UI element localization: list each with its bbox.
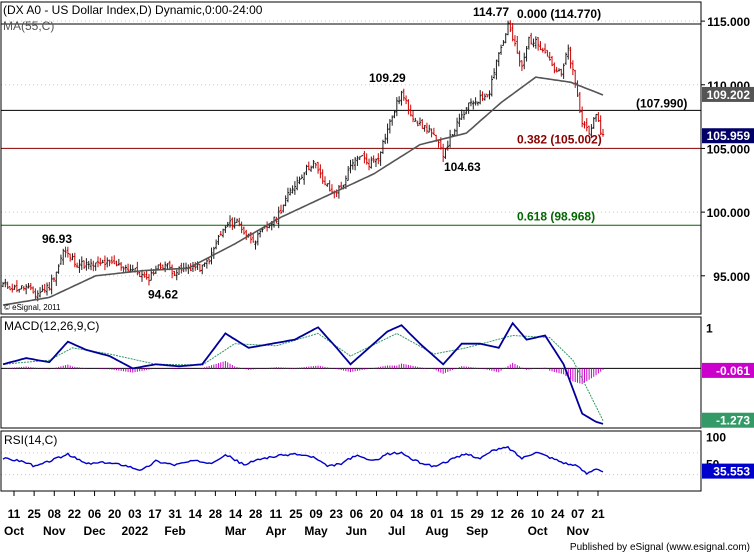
x-month-label: Aug — [425, 524, 448, 538]
x-day-label: 01 — [430, 507, 444, 521]
x-day-label: 14 — [189, 507, 203, 521]
x-day-label: 06 — [88, 507, 102, 521]
x-day-label: 29 — [470, 507, 484, 521]
x-month-label: Nov — [43, 524, 66, 538]
x-day-label: 10 — [531, 507, 545, 521]
x-day-label: 26 — [511, 507, 525, 521]
y-tick-label: 100.000 — [707, 206, 751, 220]
y-tick-label: 95.000 — [713, 270, 750, 284]
copyright: © eSignal, 2011 — [4, 303, 61, 312]
price-annotation: 96.93 — [42, 232, 72, 246]
macd-signal-last-value: -1.273 — [716, 414, 750, 428]
ma-last-value: 109.202 — [707, 88, 751, 102]
x-month-label: Jul — [388, 524, 405, 538]
x-day-label: 08 — [48, 507, 62, 521]
x-month-label: Mar — [225, 524, 247, 538]
x-day-label: 25 — [289, 507, 303, 521]
x-day-label: 17 — [148, 507, 162, 521]
x-day-label: 28 — [209, 507, 223, 521]
macd-signal-line — [2, 332, 604, 421]
level-label: 0.000 (114.770) — [517, 7, 601, 21]
x-month-label: May — [304, 524, 328, 538]
x-month-label: Feb — [164, 524, 185, 538]
price-last-value: 105.959 — [707, 129, 751, 143]
x-day-label: 28 — [249, 507, 263, 521]
macd-signal-last-box — [702, 412, 754, 428]
x-month-label: Nov — [567, 524, 590, 538]
x-month-label: Oct — [528, 524, 548, 538]
ma-line — [2, 76, 604, 306]
panel-frame-rsi — [0, 430, 702, 492]
rsi-last-value: 35.553 — [713, 465, 750, 479]
rsi-last-box — [702, 463, 754, 479]
candlesticks — [1, 20, 605, 302]
panel-frames — [0, 1, 702, 492]
macd-hist-last-box — [702, 362, 754, 378]
indicator-lines — [2, 76, 604, 475]
x-day-label: 22 — [68, 507, 82, 521]
x-month-label: Oct — [4, 524, 24, 538]
x-day-label: 07 — [571, 507, 585, 521]
x-day-label: 11 — [8, 507, 21, 521]
x-day-label: 15 — [450, 507, 464, 521]
level-label: 0.382 (105.002) — [517, 132, 602, 146]
panel-frame-price — [0, 1, 702, 315]
x-day-label: 09 — [309, 507, 323, 521]
x-month-label: Sep — [466, 524, 488, 538]
annotations: 0.000 (114.770) (107.990) 0.382 (105.002) 0… — [42, 5, 687, 302]
ma-last-box — [702, 86, 754, 102]
footer-credit: Published by eSignal (www.esignal.com) — [570, 542, 750, 553]
y-tick-label: 115.000 — [707, 15, 750, 29]
x-day-label: 11 — [269, 507, 282, 521]
level-label: 0.618 (98.968) — [517, 209, 595, 223]
x-day-label: 12 — [491, 507, 505, 521]
x-day-label: 21 — [591, 507, 605, 521]
chart-title: (DX A0 - US Dollar Index,D) Dynamic,0:00… — [3, 3, 263, 17]
y-tick-label: 105.000 — [707, 142, 751, 156]
price-annotation: 94.62 — [148, 288, 178, 302]
level-label: (107.990) — [636, 96, 687, 110]
rsi-tick-label: 100 — [706, 430, 726, 444]
rsi-line — [2, 445, 604, 475]
x-day-label: 23 — [330, 507, 344, 521]
axes: 115.000110.000105.000100.00095.000110050… — [4, 15, 754, 538]
x-day-label: 31 — [168, 507, 182, 521]
ma-legend: MA(55,C) — [3, 19, 54, 33]
x-day-label: 25 — [27, 507, 41, 521]
rsi-title: RSI(14,C) — [4, 433, 57, 447]
price-annotation: 104.63 — [444, 160, 481, 174]
x-day-label: 20 — [108, 507, 122, 521]
price-annotation: 109.29 — [369, 71, 406, 85]
x-day-label: 24 — [551, 507, 565, 521]
x-day-label: 06 — [350, 507, 364, 521]
x-month-label: Apr — [265, 524, 286, 538]
panel-frame-macd — [0, 316, 702, 429]
price-last-box — [702, 128, 754, 144]
x-day-label: 04 — [390, 507, 404, 521]
macd-title: MACD(12,26,9,C) — [4, 319, 99, 333]
x-day-label: 18 — [410, 507, 424, 521]
x-month-label: 2022 — [121, 524, 148, 538]
macd-tick-label: 1 — [706, 321, 713, 335]
macd-hist-last-value: -0.061 — [716, 364, 750, 378]
price-annotation: 114.77 — [473, 5, 509, 19]
x-day-label: 14 — [229, 507, 243, 521]
macd-line — [2, 321, 604, 425]
x-day-label: 20 — [370, 507, 384, 521]
x-month-label: Jun — [346, 524, 367, 538]
x-month-label: Dec — [84, 524, 106, 538]
x-day-label: 03 — [128, 507, 142, 521]
